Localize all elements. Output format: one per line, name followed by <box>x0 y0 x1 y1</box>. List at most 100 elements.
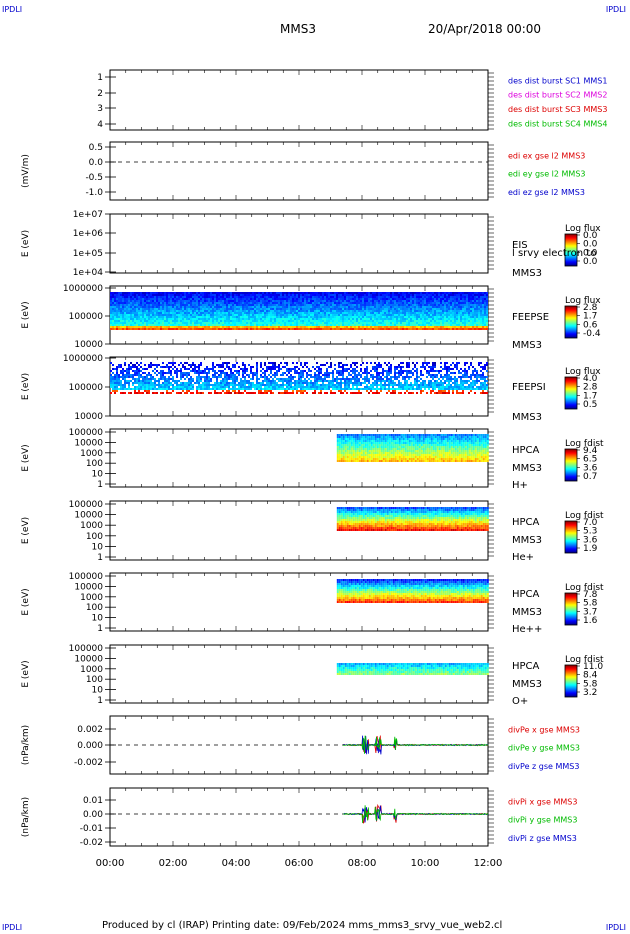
panel-feepse-pixel <box>252 292 254 294</box>
panel-feepse-pixel <box>156 302 158 304</box>
panel-feepse-pixel <box>424 320 426 322</box>
panel-feepse-pixel <box>420 300 422 302</box>
panel-feepse-pixel <box>220 300 222 302</box>
panel-feepse-pixel <box>256 294 258 296</box>
panel-feepse-pixel <box>276 326 278 328</box>
panel-feepsi-pixel <box>198 386 200 388</box>
panel-feepsi-pixel <box>226 382 228 384</box>
panel-feepse-pixel <box>302 310 304 312</box>
panel-feepse-pixel <box>140 310 142 312</box>
panel-feepse-pixel <box>276 306 278 308</box>
panel-feepse-pixel <box>404 304 406 306</box>
panel-feepse-pixel <box>378 298 380 300</box>
panel-feepse-pixel <box>448 324 450 326</box>
panel-feepse-pixel <box>214 310 216 312</box>
panel-feepsi-pixel <box>196 378 198 380</box>
panel-feepse-pixel <box>442 312 444 314</box>
panel-feepsi-pixel <box>218 370 220 372</box>
panel-feepsi-pixel <box>216 388 218 390</box>
panel-feepsi-pixel <box>270 368 272 370</box>
panel-feepse-pixel <box>220 312 222 314</box>
panel-feepse-pixel <box>284 320 286 322</box>
panel-feepse-pixel <box>370 302 372 304</box>
panel-feepse-pixel <box>426 294 428 296</box>
panel-feepse-pixel <box>286 322 288 324</box>
panel-feepse-pixel <box>354 306 356 308</box>
panel-feepse-pixel <box>156 294 158 296</box>
panel-feepse-pixel <box>176 310 178 312</box>
panel-feepse-pixel <box>192 300 194 302</box>
panel-feepse-pixel <box>470 294 472 296</box>
panel-feepse-pixel <box>470 296 472 298</box>
panel-feepse-pixel <box>214 294 216 296</box>
panel-feepse-pixel <box>464 316 466 318</box>
panel-feepse-pixel <box>206 310 208 312</box>
panel-feepse-pixel <box>438 302 440 304</box>
panel-feepsi-pixel <box>230 372 232 374</box>
panel-eis-ytick-label: 1e+04 <box>73 268 104 278</box>
panel-feepsi-pixel <box>158 388 160 390</box>
panel-feepsi-pixel <box>168 366 170 368</box>
panel-feepse-pixel <box>430 302 432 304</box>
panel-feepsi-pixel <box>242 380 244 382</box>
panel-feepse-pixel <box>434 304 436 306</box>
panel-feepse-pixel <box>244 308 246 310</box>
panel-feepse-pixel <box>234 306 236 308</box>
panel-feepse-pixel <box>414 318 416 320</box>
panel-feepse-pixel <box>434 318 436 320</box>
panel-feepse-pixel <box>382 294 384 296</box>
panel-feepse-pixel <box>120 306 122 308</box>
panel-feepse-pixel <box>168 316 170 318</box>
panel-feepse-pixel <box>384 310 386 312</box>
panel-feepse-pixel <box>480 306 482 308</box>
panel-feepsi-pixel <box>196 392 198 394</box>
panel-feepsi-pixel <box>244 390 246 392</box>
panel-feepse-pixel <box>194 306 196 308</box>
panel-feepse-pixel <box>204 318 206 320</box>
panel-feepse-pixel <box>374 318 376 320</box>
panel-feepse-pixel <box>370 306 372 308</box>
panel-feepse-pixel <box>284 322 286 324</box>
panel-feepse-pixel <box>170 300 172 302</box>
panel-feepse-pixel <box>414 320 416 322</box>
panel-feepsi-pixel <box>162 362 164 364</box>
panel-feepse-pixel <box>228 324 230 326</box>
panel-feepse-pixel <box>432 316 434 318</box>
panel-feepse-pixel <box>158 294 160 296</box>
panel-feepse-pixel <box>468 300 470 302</box>
panel-feepse-pixel <box>152 304 154 306</box>
panel-feepse-pixel <box>298 328 300 330</box>
panel-feepse-pixel <box>322 310 324 312</box>
panel-feepsi-pixel <box>168 392 170 394</box>
panel-feepse-pixel <box>446 314 448 316</box>
panel-feepse-pixel <box>138 300 140 302</box>
panel-feepsi-pixel <box>274 368 276 370</box>
panel-feepsi-pixel <box>184 372 186 374</box>
panel-feepse-pixel <box>380 322 382 324</box>
panel-feepse-pixel <box>288 308 290 310</box>
panel-feepse-pixel <box>408 324 410 326</box>
panel-feepse-pixel <box>456 292 458 294</box>
panel-feepsi-pixel <box>144 378 146 380</box>
panel-feepse-pixel <box>296 312 298 314</box>
panel-feepsi-pixel <box>202 384 204 386</box>
panel-feepse-pixel <box>344 296 346 298</box>
panel-feepsi-pixel <box>140 388 142 390</box>
panel-feepsi-pixel <box>172 380 174 382</box>
panel-feepse-pixel <box>158 318 160 320</box>
panel-feepsi-pixel <box>110 386 112 388</box>
panel-feepse-pixel <box>196 296 198 298</box>
panel-feepse-pixel <box>138 292 140 294</box>
panel-feepse-pixel <box>400 304 402 306</box>
panel-feepse-pixel <box>212 300 214 302</box>
panel-feepse-pixel <box>472 306 474 308</box>
panel-feepsi-pixel <box>256 382 258 384</box>
panel-feepse-pixel <box>392 314 394 316</box>
panel-feepse-pixel <box>424 306 426 308</box>
panel-feepse-pixel <box>156 312 158 314</box>
panel-feepsi-pixel <box>206 386 208 388</box>
panel-feepse-pixel <box>114 318 116 320</box>
panel-feepse-pixel <box>366 298 368 300</box>
panel-feepse-pixel <box>156 318 158 320</box>
panel-feepse-pixel <box>448 308 450 310</box>
